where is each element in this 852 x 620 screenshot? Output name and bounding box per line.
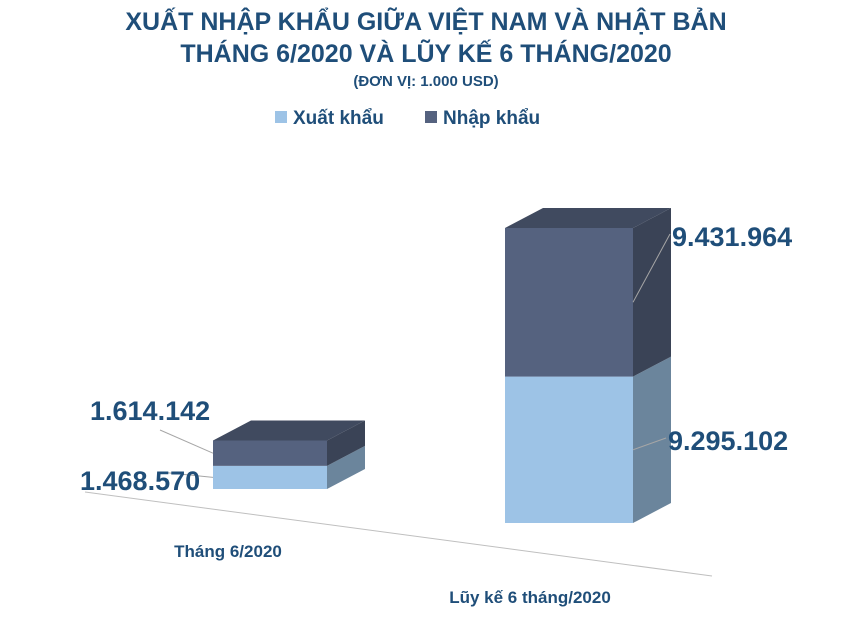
legend-swatch	[425, 111, 437, 123]
chart-title: XUẤT NHẬP KHẨU GIỮA VIỆT NAM VÀ NHẬT BẢN	[125, 6, 726, 36]
x-tick-label: Lũy kế 6 tháng/2020	[449, 588, 611, 607]
x-tick-label: Tháng 6/2020	[174, 542, 282, 561]
bar-front	[505, 228, 633, 377]
leader-line	[159, 471, 214, 478]
value-label: 9.295.102	[668, 426, 788, 456]
bar-top	[505, 208, 671, 228]
bar-top	[213, 420, 365, 441]
value-label: 1.614.142	[90, 396, 210, 426]
chart-subtitle: (ĐƠN VỊ: 1.000 USD)	[353, 73, 498, 90]
bar-front	[505, 376, 633, 523]
chart-title: THÁNG 6/2020 VÀ LŨY KẾ 6 THÁNG/2020	[180, 38, 671, 68]
value-label: 9.431.964	[672, 222, 792, 252]
floor-line	[84, 491, 713, 577]
leader-line	[159, 429, 214, 454]
bar-side	[633, 356, 671, 523]
bar-side	[327, 420, 365, 466]
legend-label: Xuất khẩu	[293, 108, 384, 129]
bar-side	[327, 445, 365, 489]
value-label: 1.468.570	[80, 466, 200, 496]
legend-label: Nhập khẩu	[443, 108, 540, 129]
legend-swatch	[275, 111, 287, 123]
bar-front	[213, 465, 327, 489]
bar-front	[213, 440, 327, 466]
leader-line	[632, 233, 671, 303]
leader-line	[632, 437, 667, 451]
